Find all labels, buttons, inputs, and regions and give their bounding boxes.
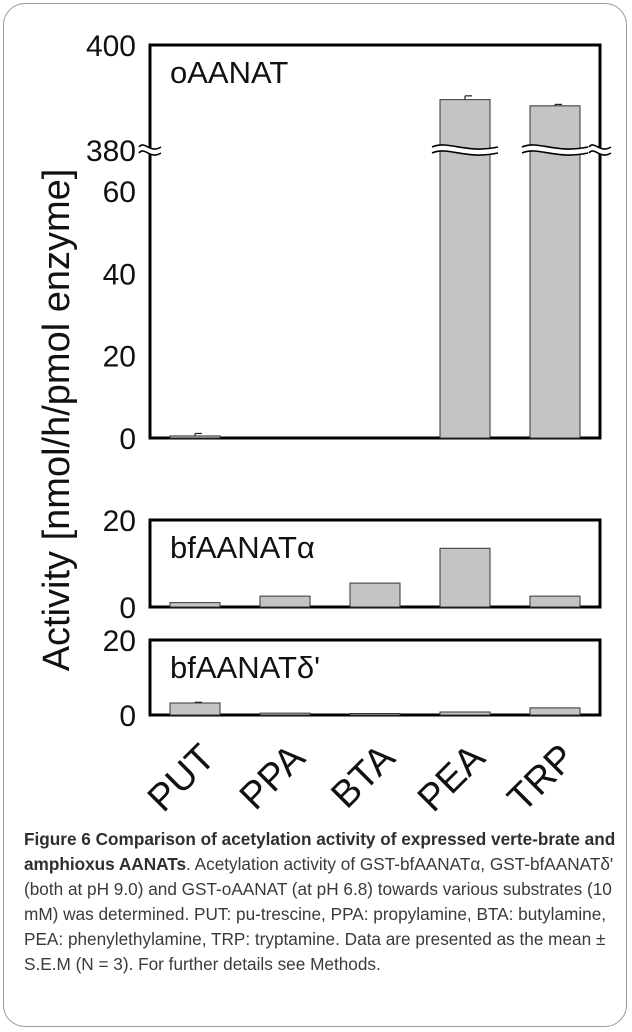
- panel-3-bar-bta: [349, 713, 401, 716]
- panel-3-bar-ppa: [259, 712, 311, 716]
- panel-1-bar-put: [169, 435, 221, 439]
- figure-frame: [3, 3, 627, 1027]
- panel-1-axis-break-pea-gap: [432, 144, 498, 156]
- x-tick-pea: PEA: [410, 736, 494, 820]
- panel-1-axis-break-trp-gap: [522, 144, 588, 156]
- panel-1-bar-trp: [529, 105, 581, 439]
- panel-1-axis-break-left-line-1: [138, 144, 162, 150]
- panel-1-bar-pea: [439, 99, 491, 439]
- panel-1-label: oAANAT: [170, 55, 288, 90]
- panel-1-ytick-400: 400: [86, 30, 136, 63]
- panel-1-axis-break-left-line-2: [138, 150, 162, 156]
- x-tick-put: PUT: [140, 737, 223, 820]
- x-tick-ppa: PPA: [232, 736, 314, 818]
- panel-1-axis-break-left: [138, 144, 162, 156]
- panel-1-axis-break-right-line-1: [588, 144, 612, 150]
- panel-2-bar-bta: [349, 582, 401, 608]
- panel-2-label: bfAANATα: [170, 530, 315, 565]
- panel-1-axis-break-right: [588, 144, 612, 156]
- panel-2-ytick-0: 0: [119, 592, 136, 625]
- panel-3-bar-pea: [439, 711, 491, 716]
- panel-1-ytick-60: 60: [103, 176, 136, 209]
- panel-1-ytick-40: 40: [103, 258, 136, 291]
- panel-1-ytick-380: 380: [86, 135, 136, 168]
- panel-1-axis-break-pea: [431, 144, 499, 156]
- x-tick-trp: TRP: [500, 737, 583, 820]
- panel-1-axis-break-right-gap: [589, 144, 611, 156]
- panel-1-axis-break-pea-line-2: [431, 150, 499, 156]
- y-axis-label: Activity [nmol/h/pmol enzyme]: [36, 169, 78, 672]
- panel-3-bar-trp: [529, 707, 581, 716]
- panel-1-axis-break-trp: [521, 144, 589, 156]
- panel-2-ytick-20: 20: [103, 505, 136, 538]
- panel-1-axis-break-pea-line-1: [431, 144, 499, 150]
- panel-3-ytick-0: 0: [119, 700, 136, 733]
- panel-2-bar-trp: [529, 595, 581, 608]
- panel-1-axes-frame: [148, 43, 602, 440]
- acetylation-activity-chart: oAANAT0204060380400bfAANATα020bfAANATδ'0…: [36, 30, 612, 820]
- figure-caption: Figure 6 Comparison of acetylation activ…: [24, 827, 619, 977]
- panel-1-axis-break-trp-line-1: [521, 144, 589, 150]
- caption-text: . Acetylation activity of GST-bfAANATα, …: [24, 854, 614, 974]
- panel-3-ytick-20: 20: [103, 625, 136, 658]
- x-tick-bta: BTA: [323, 736, 403, 816]
- panel-1-axis-break-trp-line-2: [521, 150, 589, 156]
- panel-2-bar-put: [169, 602, 221, 608]
- panel-1-ytick-20: 20: [103, 341, 136, 374]
- panel-3-bar-put: [169, 702, 221, 716]
- caption-title: Figure 6 Comparison of acetylation activ…: [24, 829, 616, 874]
- panel-1-axis-break-left-gap: [139, 144, 161, 156]
- panel-1-ytick-0: 0: [119, 423, 136, 456]
- panel-2-bar-ppa: [259, 595, 311, 608]
- panel-3-label: bfAANATδ': [170, 650, 320, 685]
- panel-1-axis-break-right-line-2: [588, 150, 612, 156]
- panel-2-bar-pea: [439, 547, 491, 608]
